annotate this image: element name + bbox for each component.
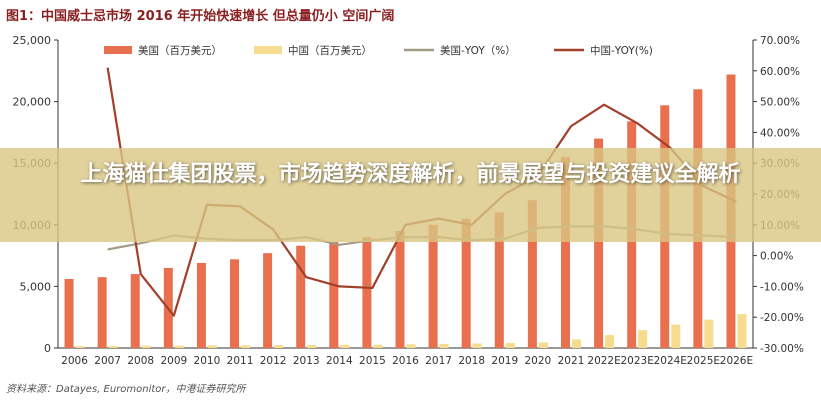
x-tick-label: 2008: [127, 355, 154, 367]
bar-cn-value: [141, 345, 151, 348]
x-tick-label: 2011: [227, 355, 254, 367]
legend-us-value-label: 美国（百万美元）: [138, 44, 222, 57]
bar-cn-value: [638, 330, 648, 348]
bar-cn-value: [207, 345, 217, 348]
bar-us-value: [130, 274, 140, 348]
x-tick-label: 2012: [260, 355, 287, 367]
y-tick-label-right: -20.00%: [760, 312, 804, 324]
bar-us-value: [64, 279, 74, 348]
bar-cn-value: [340, 344, 350, 348]
bar-cn-value: [472, 343, 482, 348]
bar-cn-value: [274, 345, 284, 348]
bar-us-value: [296, 245, 306, 348]
bar-us-value: [428, 224, 438, 348]
x-tick-label: 2026E: [720, 355, 753, 367]
legend-cn-yoy-label: 中国-YOY(%): [590, 44, 653, 57]
bar-cn-value: [174, 345, 184, 348]
bar-cn-value: [307, 344, 317, 348]
bar-cn-value: [571, 339, 581, 348]
x-tick-label: 2021: [558, 355, 585, 367]
x-tick-label: 2023E: [620, 355, 653, 367]
bar-us-value: [560, 157, 570, 348]
x-tick-label: 2006: [61, 355, 88, 367]
legend-us-value-swatch: [104, 46, 132, 54]
x-tick-label: 2024E: [654, 355, 687, 367]
bar-cn-value: [75, 346, 85, 348]
bar-us-value: [494, 212, 504, 348]
y-tick-label-right: 40.00%: [760, 127, 800, 139]
y-tick-label-left: 0: [44, 342, 51, 355]
bar-us-value: [329, 242, 339, 348]
x-tick-label: 2013: [293, 355, 320, 367]
y-tick-label-left: 5,000: [20, 280, 52, 293]
bar-cn-value: [108, 345, 118, 348]
y-tick-label-right: 60.00%: [760, 66, 800, 78]
bar-cn-value: [538, 342, 548, 348]
bar-cn-value: [373, 344, 383, 348]
x-tick-label: 2018: [458, 355, 485, 367]
x-tick-label: 2022E: [587, 355, 620, 367]
bar-cn-value: [241, 345, 251, 348]
y-tick-label-right: -30.00%: [760, 343, 804, 355]
bar-us-value: [97, 277, 107, 348]
bar-cn-value: [737, 314, 747, 348]
x-tick-label: 2025E: [687, 355, 720, 367]
legend-us-yoy-label: 美国-YOY（%）: [440, 44, 516, 57]
legend-cn-value-swatch: [254, 46, 282, 54]
bar-cn-value: [671, 324, 681, 348]
y-tick-label-right: 50.00%: [760, 97, 800, 109]
bar-cn-value: [704, 319, 714, 348]
legend-cn-value-label: 中国（百万美元）: [288, 44, 372, 57]
y-tick-label-left: 25,000: [13, 34, 52, 47]
x-tick-label: 2017: [425, 355, 452, 367]
bar-us-value: [594, 138, 604, 348]
y-tick-label-right: -10.00%: [760, 281, 804, 293]
x-tick-label: 2019: [491, 355, 518, 367]
x-tick-label: 2020: [525, 355, 552, 367]
x-tick-label: 2015: [359, 355, 386, 367]
bar-us-value: [527, 200, 537, 348]
bar-us-value: [230, 259, 240, 348]
bar-us-value: [362, 237, 372, 348]
bar-us-value: [196, 262, 206, 348]
bar-us-value: [461, 218, 471, 348]
bar-cn-value: [505, 343, 515, 348]
y-tick-label-right: 70.00%: [760, 35, 800, 47]
bar-cn-value: [406, 344, 416, 348]
y-tick-label-left: 20,000: [13, 96, 52, 109]
banner-headline: 上海猫仕集团股票，市场趋势深度解析，前景展望与投资建议全解析: [80, 162, 741, 187]
bar-us-value: [395, 230, 405, 348]
bar-us-value: [263, 253, 273, 348]
bar-cn-value: [605, 335, 615, 348]
figure-title: 图1：中国威士忌市场 2016 年开始快速增长 但总量仍小 空间广阔: [6, 9, 395, 24]
source-note: 资料来源：Datayes, Euromonitor，中港证券研究所: [6, 384, 246, 395]
bar-cn-value: [439, 343, 449, 348]
x-tick-label: 2016: [392, 355, 419, 367]
x-tick-label: 2014: [326, 355, 353, 367]
x-tick-label: 2010: [194, 355, 221, 367]
x-tick-label: 2009: [160, 355, 187, 367]
x-tick-label: 2007: [94, 355, 121, 367]
overlay-banner: 上海猫仕集团股票，市场趋势深度解析，前景展望与投资建议全解析: [0, 148, 821, 242]
y-tick-label-right: 0.00%: [760, 251, 793, 263]
